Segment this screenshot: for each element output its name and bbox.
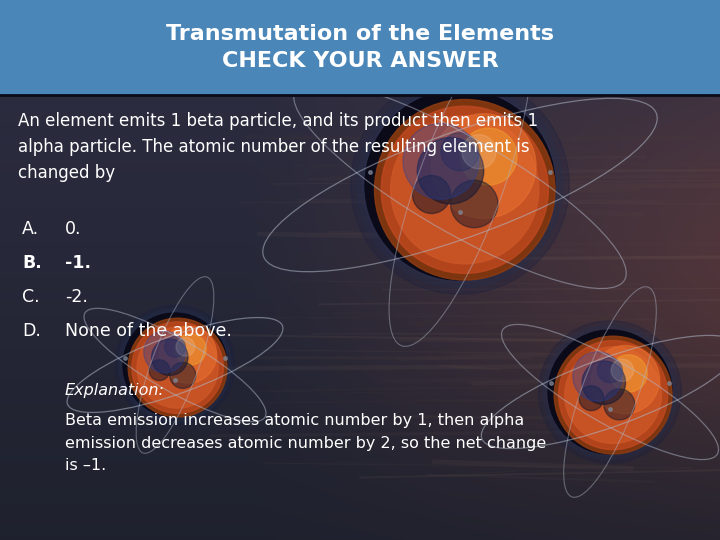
Circle shape — [144, 331, 186, 373]
Text: None of the above.: None of the above. — [65, 321, 232, 340]
Circle shape — [119, 309, 231, 421]
Circle shape — [175, 334, 206, 365]
Circle shape — [122, 312, 228, 418]
Text: Transmutation of the Elements: Transmutation of the Elements — [166, 24, 554, 44]
Circle shape — [460, 128, 517, 185]
Circle shape — [441, 133, 479, 171]
Circle shape — [546, 329, 673, 455]
Circle shape — [357, 83, 562, 288]
Circle shape — [413, 176, 451, 213]
Circle shape — [374, 99, 555, 280]
Circle shape — [591, 346, 660, 414]
Circle shape — [391, 116, 539, 264]
Circle shape — [462, 134, 496, 169]
Circle shape — [149, 360, 170, 381]
Circle shape — [548, 330, 672, 454]
Circle shape — [543, 325, 677, 459]
Circle shape — [554, 336, 672, 454]
Circle shape — [170, 362, 196, 388]
Circle shape — [610, 355, 647, 392]
Text: An element emits 1 beta particle, and its product then emits 1
alpha particle. T: An element emits 1 beta particle, and it… — [18, 112, 538, 182]
Text: Explanation:: Explanation: — [65, 383, 165, 399]
Circle shape — [365, 90, 555, 280]
Circle shape — [363, 88, 557, 282]
Text: D.: D. — [22, 321, 41, 340]
Circle shape — [582, 361, 626, 404]
Circle shape — [559, 341, 667, 450]
Circle shape — [598, 358, 622, 383]
Circle shape — [137, 327, 218, 408]
Circle shape — [123, 313, 227, 417]
Circle shape — [403, 123, 479, 199]
Circle shape — [604, 389, 635, 420]
Text: C.: C. — [22, 287, 40, 306]
Circle shape — [564, 347, 662, 443]
Circle shape — [418, 138, 484, 204]
Circle shape — [431, 114, 536, 218]
Circle shape — [381, 106, 549, 273]
Circle shape — [176, 338, 194, 356]
Text: -1.: -1. — [65, 253, 91, 272]
Circle shape — [573, 352, 622, 401]
Circle shape — [165, 336, 186, 357]
Circle shape — [579, 386, 604, 410]
Circle shape — [159, 326, 217, 383]
Text: B.: B. — [22, 253, 42, 272]
Circle shape — [152, 339, 188, 375]
Text: Beta emission increases atomic number by 1, then alpha
emission decreases atomic: Beta emission increases atomic number by… — [65, 414, 546, 473]
Circle shape — [132, 322, 223, 413]
Text: -2.: -2. — [65, 287, 88, 306]
Bar — [0, 0, 720, 94]
Circle shape — [115, 305, 235, 425]
Circle shape — [451, 180, 498, 228]
Circle shape — [128, 318, 227, 417]
Circle shape — [351, 76, 570, 294]
Circle shape — [539, 321, 681, 463]
Circle shape — [611, 359, 634, 381]
Text: CHECK YOUR ANSWER: CHECK YOUR ANSWER — [222, 51, 498, 71]
Text: 0.: 0. — [65, 219, 81, 238]
Text: A.: A. — [22, 219, 39, 238]
